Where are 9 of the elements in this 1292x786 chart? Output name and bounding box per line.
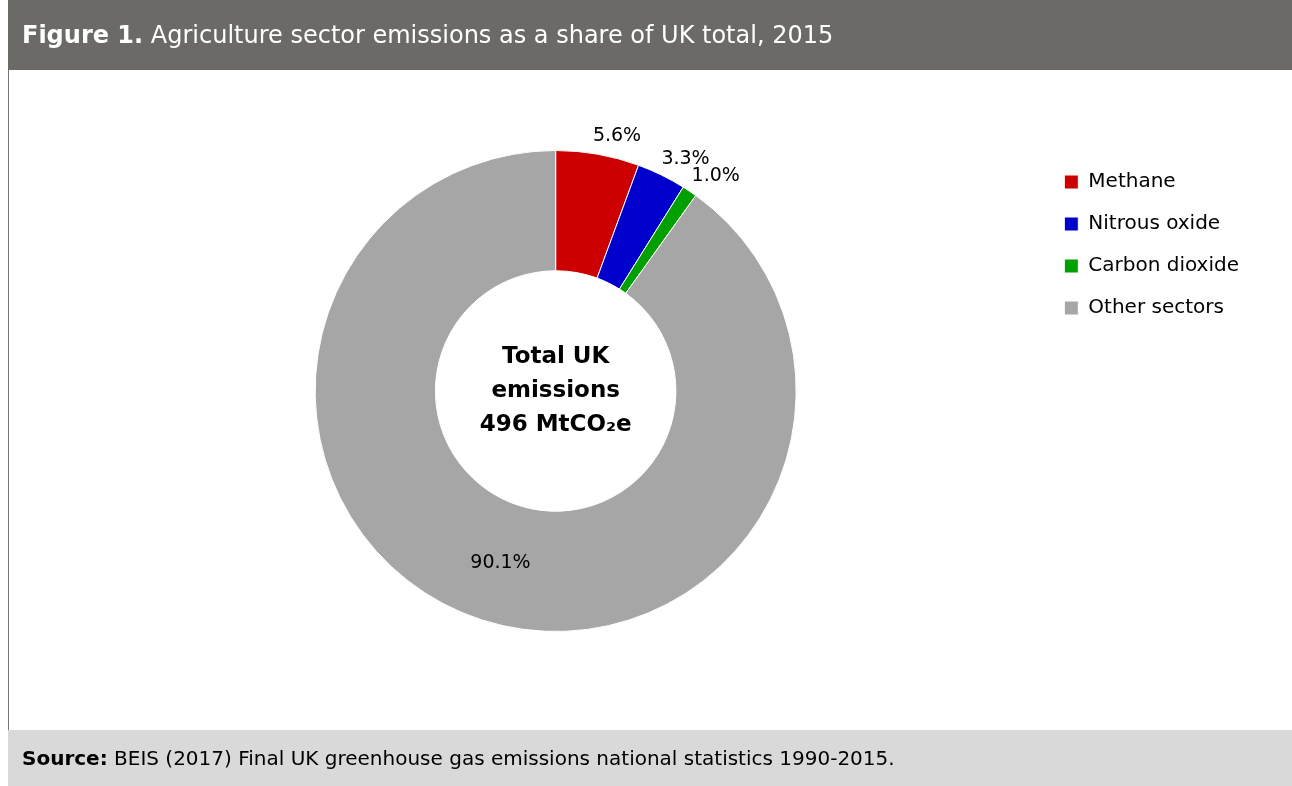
legend-label: Nitrous oxide — [1088, 210, 1221, 235]
data-label: 90.1% — [470, 549, 531, 572]
legend-label: Methane — [1088, 168, 1176, 193]
text: Total UK emissions 496 MtCO₂e — [479, 341, 632, 436]
source-note: Source: BEIS (2017) Final UK greenhouse gas emissions national statistics 1990-2015. — [8, 730, 1292, 786]
legend-label: Other sectors — [1088, 294, 1224, 319]
legend-label: Carbon dioxide — [1088, 252, 1240, 277]
chart-title: Figure 1. Agriculture sector emissions as a share of UK total, 2015 — [8, 0, 1292, 70]
data-label: 5.6% — [592, 123, 642, 146]
